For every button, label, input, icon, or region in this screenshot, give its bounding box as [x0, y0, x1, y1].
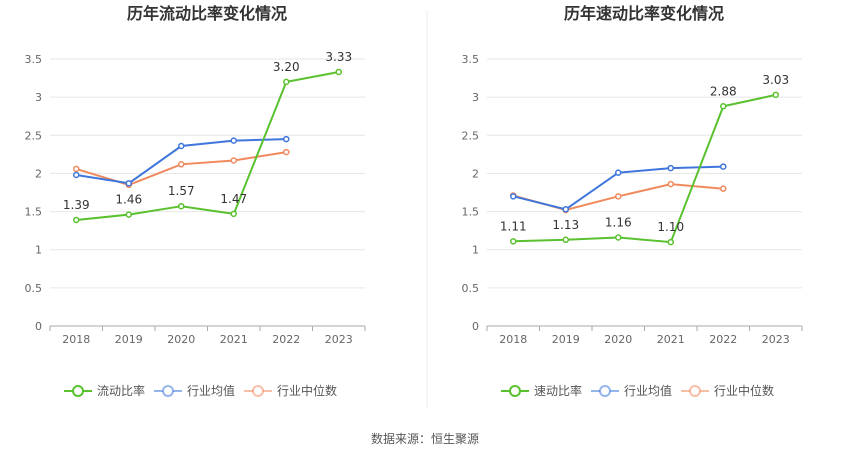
data-point[interactable] — [283, 135, 290, 143]
legend-item[interactable]: 行业均值 — [154, 383, 235, 398]
y-tick-label: 1.5 — [462, 206, 480, 219]
data-label: 3.33 — [325, 50, 352, 64]
x-tick-label: 2022 — [272, 333, 300, 346]
data-label: 1.10 — [657, 220, 684, 234]
source-note: 数据来源：恒生聚源 — [371, 431, 479, 446]
data-point[interactable] — [720, 103, 727, 110]
legend-marker — [599, 385, 611, 397]
x-tick-label: 2023 — [762, 333, 790, 346]
data-point[interactable] — [720, 185, 727, 192]
y-tick-label: 3 — [472, 91, 479, 104]
chart-panel-2: 历年速动比率变化情况 0 0.5 1 1.5 2 2.5 3 3.5 2018 2019 2020 20… — [462, 4, 803, 398]
data-point[interactable] — [562, 206, 569, 213]
data-point[interactable] — [178, 161, 185, 168]
data-label: 1.46 — [115, 193, 142, 207]
data-point[interactable] — [125, 211, 132, 218]
data-label: 1.57 — [168, 184, 195, 198]
legend-label: 流动比率 — [97, 383, 145, 398]
data-point[interactable] — [772, 91, 779, 99]
data-point[interactable] — [73, 216, 80, 224]
data-point[interactable] — [667, 164, 674, 172]
x-tick-label: 2022 — [709, 333, 737, 346]
data-label: 1.16 — [605, 216, 632, 230]
x-tick-label: 2019 — [115, 333, 143, 346]
data-point[interactable] — [283, 148, 290, 156]
legend-marker — [72, 385, 84, 397]
y-tick-label: 2.5 — [25, 129, 43, 142]
data-point[interactable] — [230, 137, 237, 144]
series-line — [513, 93, 777, 244]
y-tick-label: 0 — [472, 320, 479, 333]
data-point[interactable] — [230, 157, 237, 164]
data-point[interactable] — [510, 238, 517, 245]
x-tick-label: 2018 — [499, 333, 527, 346]
data-point[interactable] — [125, 180, 132, 187]
legend-item[interactable]: 速动比率 — [501, 383, 582, 398]
data-point[interactable] — [230, 210, 237, 218]
data-label: 1.11 — [500, 219, 527, 233]
legend-label: 行业均值 — [624, 383, 672, 398]
y-tick-label: 2 — [35, 167, 42, 180]
data-point[interactable] — [667, 238, 674, 246]
legend-marker — [509, 385, 521, 397]
data-point[interactable] — [73, 165, 80, 173]
y-tick-label: 0.5 — [462, 282, 480, 295]
data-label: 1.47 — [220, 192, 247, 206]
y-tick-label: 2.5 — [462, 129, 480, 142]
data-point[interactable] — [720, 163, 727, 170]
data-label: 1.13 — [552, 218, 579, 232]
x-tick-label: 2021 — [657, 333, 685, 346]
data-label: 3.03 — [762, 73, 789, 87]
data-point[interactable] — [178, 142, 185, 150]
chart-title: 历年流动比率变化情况 — [127, 4, 287, 23]
data-point[interactable] — [615, 234, 622, 241]
y-tick-label: 2 — [472, 167, 479, 180]
y-tick-label: 1 — [35, 244, 42, 257]
data-label: 1.39 — [63, 198, 90, 212]
data-point[interactable] — [615, 193, 622, 200]
data-point[interactable] — [178, 202, 185, 210]
x-tick-label: 2019 — [552, 333, 580, 346]
data-point[interactable] — [510, 193, 517, 200]
legend-label: 行业均值 — [187, 383, 235, 398]
legend-item[interactable]: 行业中位数 — [244, 383, 337, 398]
data-point[interactable] — [615, 169, 622, 176]
legend-item[interactable]: 流动比率 — [64, 383, 145, 398]
chart-title: 历年速动比率变化情况 — [564, 4, 724, 23]
y-tick-label: 3.5 — [25, 53, 43, 66]
y-tick-label: 0.5 — [25, 282, 43, 295]
y-tick-label: 1 — [472, 244, 479, 257]
data-label: 2.88 — [710, 84, 737, 98]
y-tick-label: 0 — [35, 320, 42, 333]
x-tick-label: 2021 — [220, 333, 248, 346]
data-point[interactable] — [667, 180, 674, 188]
legend-label: 速动比率 — [534, 383, 582, 398]
series-line — [76, 71, 339, 221]
legend-label: 行业中位数 — [714, 383, 774, 398]
chart-panel-1: 历年流动比率变化情况 0 0.5 1 1.5 2 2.5 3 3.5 2018 2019 2020 20… — [25, 4, 366, 398]
y-tick-label: 3 — [35, 91, 42, 104]
legend-marker — [252, 385, 264, 397]
x-tick-label: 2020 — [167, 333, 195, 346]
x-tick-label: 2023 — [325, 333, 353, 346]
legend-marker — [162, 385, 174, 397]
x-tick-label: 2020 — [604, 333, 632, 346]
data-point[interactable] — [73, 171, 80, 179]
legend-item[interactable]: 行业均值 — [591, 383, 672, 398]
y-tick-label: 3.5 — [462, 53, 480, 66]
x-tick-label: 2018 — [62, 333, 90, 346]
data-label: 3.20 — [273, 60, 300, 74]
data-point[interactable] — [283, 78, 290, 86]
legend-item[interactable]: 行业中位数 — [681, 383, 774, 398]
data-point[interactable] — [335, 68, 342, 76]
legend-label: 行业中位数 — [277, 383, 337, 398]
legend-marker — [689, 385, 701, 397]
y-tick-label: 1.5 — [25, 206, 43, 219]
data-point[interactable] — [562, 236, 569, 244]
